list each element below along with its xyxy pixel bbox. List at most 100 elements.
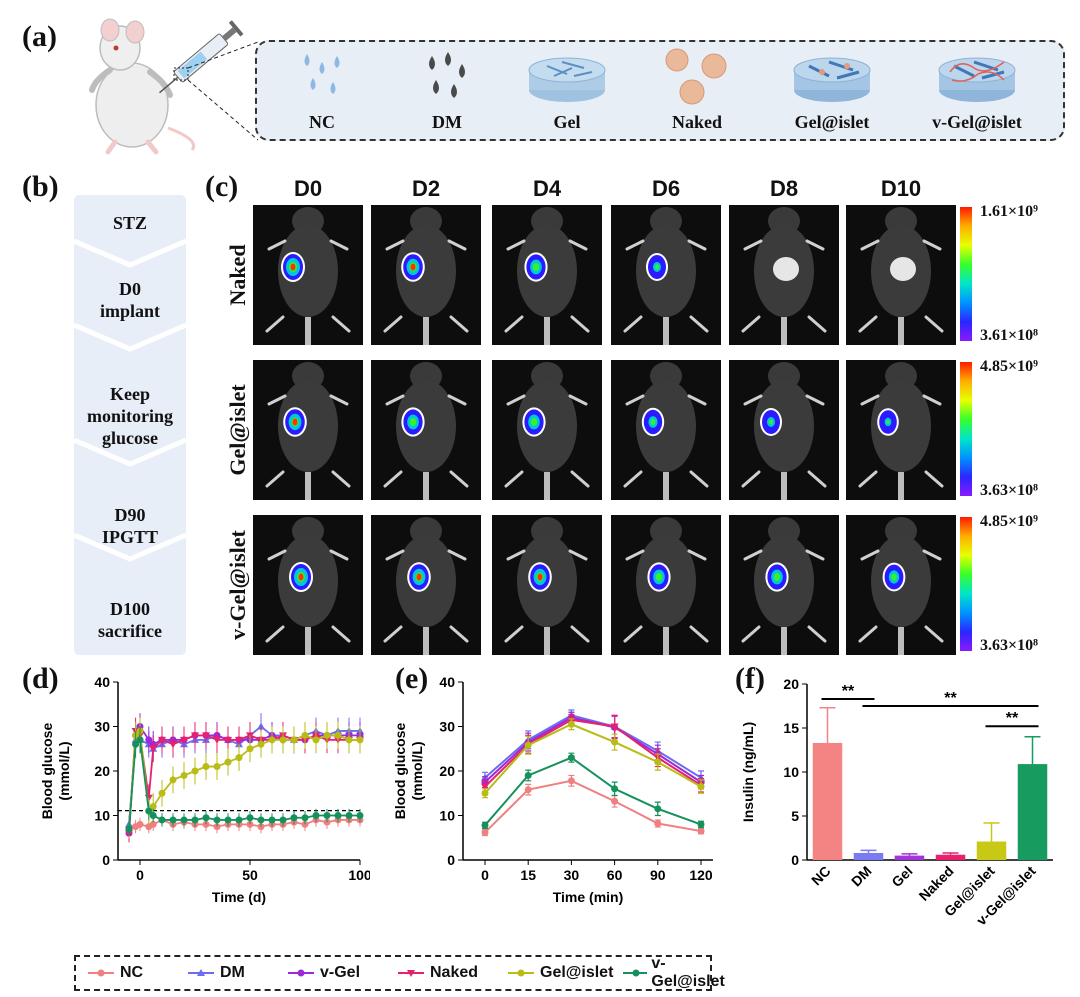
workflow-step-ipgtt: D90 IPGTT (74, 504, 186, 548)
x-tick-label: 120 (689, 867, 713, 883)
data-point (246, 814, 254, 822)
mouse-silhouette-icon (383, 362, 469, 500)
series-naked (481, 713, 705, 793)
data-point (149, 803, 157, 811)
data-point (246, 820, 254, 828)
y-tick-label: 0 (102, 852, 110, 868)
data-point (345, 812, 353, 819)
workflow-step-monitoring-text: Keep monitoring glucose (86, 384, 173, 448)
data-point (301, 731, 309, 739)
mouse-silhouette-icon (265, 362, 351, 500)
legend-marker-icon (623, 969, 648, 977)
data-point (290, 736, 298, 744)
mouse-silhouette-icon (623, 362, 709, 500)
data-point (524, 741, 532, 749)
legend-item-nc: NC (86, 957, 143, 989)
bioluminescence-image-naked-d0 (253, 205, 363, 345)
workflow-step-ipgtt-text: D90 IPGTT (101, 505, 158, 547)
data-point (224, 816, 232, 824)
data-point (524, 771, 532, 779)
y-tick-label: 20 (94, 763, 110, 779)
data-point (224, 758, 232, 766)
data-point (235, 816, 243, 824)
data-point (158, 789, 166, 797)
treatment-item-gel: Gel (512, 42, 622, 139)
data-point (481, 789, 489, 797)
color-scale-min: 3.61×10⁸ (980, 327, 1038, 344)
data-point (213, 763, 221, 771)
mouse-silhouette-icon (504, 517, 590, 655)
legend-label: NC (120, 964, 144, 981)
data-point (697, 820, 705, 828)
color-scale-min: 3.63×10⁸ (980, 482, 1038, 499)
data-point (149, 812, 157, 819)
workflow-step-monitoring: Keep monitoring glucose (74, 383, 186, 449)
legend-marker (197, 969, 205, 976)
data-point (323, 812, 331, 819)
mouse-silhouette-icon (741, 362, 827, 500)
series-v-gel-islet (481, 752, 705, 830)
legend: NC DM v-Gel Naked Gel@islet v-Gel@islet (74, 955, 725, 991)
error-bar (942, 852, 959, 855)
data-point (567, 754, 575, 762)
bioluminescence-image-v-gel-islet-d10 (846, 515, 956, 655)
series-nc (481, 774, 705, 837)
error-bar (1024, 736, 1041, 765)
data-point (356, 736, 364, 744)
data-point (180, 816, 188, 824)
bar-v-gel-islet (1017, 764, 1048, 860)
imaging-row-label-naked: Naked (225, 244, 250, 306)
data-point (312, 736, 320, 744)
data-point (301, 814, 309, 822)
workflow-step-stz: STZ (112, 213, 148, 233)
legend-marker (517, 969, 525, 977)
data-point (169, 776, 177, 784)
series-gel-islet (481, 718, 705, 799)
imaging-row-label-gel-islet: Gel@islet (225, 384, 250, 476)
bioluminescence-image-gel-islet-d0 (253, 360, 363, 500)
workflow-step-implant-text: D0 implant (99, 279, 160, 321)
series-line-v-gel-islet (484, 756, 702, 826)
data-point (611, 738, 619, 746)
treatment-label-gel-islet: Gel@islet (794, 112, 870, 132)
color-scale-max: 1.61×10⁹ (980, 203, 1038, 220)
treatment-item-naked: Naked (642, 42, 752, 139)
series-v-gel-islet (125, 726, 364, 836)
bar-gel-islet (976, 841, 1007, 860)
data-point (136, 820, 144, 828)
panel-label-e: (e) (395, 662, 429, 695)
bioluminescence-image-naked-d6 (611, 205, 721, 345)
mouse-icon (89, 18, 195, 155)
data-point (213, 816, 221, 824)
mouse-silhouette-icon (504, 207, 590, 345)
y-tick-label: 10 (94, 808, 110, 824)
data-point (132, 740, 140, 748)
data-point (169, 816, 177, 824)
data-point (158, 816, 166, 824)
data-point (149, 745, 158, 753)
data-point (654, 758, 662, 766)
workflow-step-sacrifice-text: D100 sacrifice (98, 599, 162, 641)
data-point (345, 736, 353, 744)
data-point (312, 812, 320, 819)
day-header-d2: D2 (411, 176, 441, 201)
data-point (481, 783, 489, 791)
data-point (697, 783, 705, 791)
legend-label: v-Gel (320, 964, 361, 981)
panel-label-f: (f) (735, 662, 765, 695)
data-point (334, 731, 342, 739)
bar-nc (812, 742, 843, 860)
data-point (481, 821, 489, 829)
bioluminescence-image-naked-d8 (729, 205, 839, 345)
y-tick-label: 30 (94, 719, 110, 735)
day-header-d6: D6 (651, 176, 681, 201)
mouse-injection-illustration (89, 18, 259, 155)
data-point (567, 720, 575, 728)
y-axis-label: Insulin (ng/mL) (740, 722, 756, 822)
legend-marker (97, 969, 105, 977)
error-bar (819, 707, 836, 743)
y-tick-label: 20 (783, 676, 799, 692)
panel-label-b: (b) (22, 170, 59, 203)
chart-ipgtt: 0 10 20 30 40 0 15 30 60 90 120 Time (min) Blood glu… (395, 674, 713, 905)
